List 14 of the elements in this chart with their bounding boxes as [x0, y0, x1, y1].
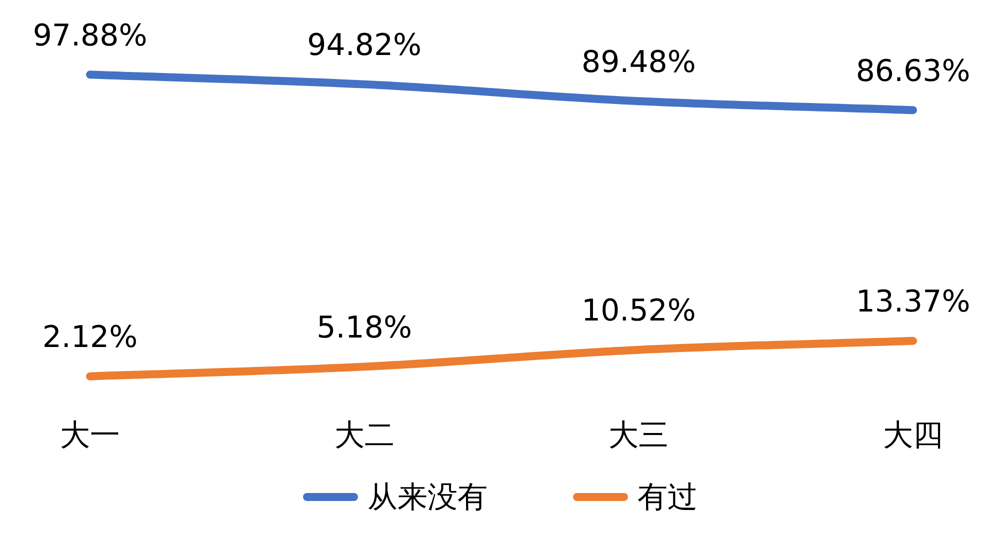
- legend-label: 有过: [638, 478, 698, 516]
- x-tick-label: 大一: [60, 418, 120, 453]
- data-label: 10.52%: [581, 294, 696, 329]
- data-label: 86.63%: [856, 54, 970, 89]
- data-label: 97.88%: [32, 18, 148, 54]
- data-label: 89.48%: [581, 44, 696, 80]
- data-label: 2.12%: [42, 320, 138, 356]
- data-label: 5.18%: [316, 310, 412, 346]
- x-tick-label: 大二: [334, 418, 394, 453]
- legend-label: 从来没有: [368, 478, 488, 516]
- data-label: 94.82%: [307, 28, 422, 64]
- data-label: 13.37%: [856, 284, 970, 320]
- x-tick-label: 大三: [608, 418, 669, 453]
- x-tick-label: 大四: [883, 418, 943, 453]
